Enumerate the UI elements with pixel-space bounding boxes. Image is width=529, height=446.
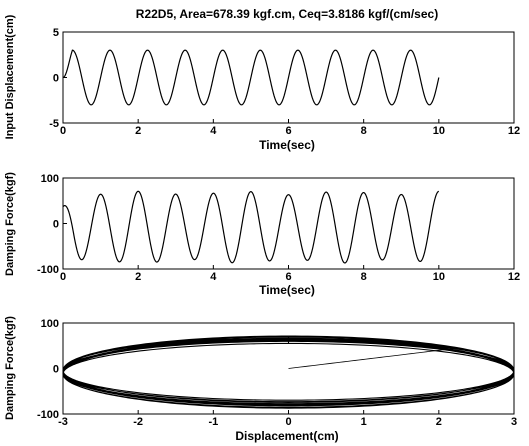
x-tick-label: 8 bbox=[361, 271, 367, 283]
y-tick-label: -100 bbox=[37, 409, 59, 421]
x-tick-label: 2 bbox=[135, 125, 141, 137]
y-tick-label: 0 bbox=[53, 219, 59, 231]
series-line bbox=[62, 190, 439, 264]
x-tick-label: 6 bbox=[285, 125, 291, 137]
initial-transient bbox=[288, 347, 456, 369]
y-tick-label: 5 bbox=[53, 27, 59, 39]
x-tick-label: -2 bbox=[133, 416, 143, 428]
x-tick-label: 6 bbox=[285, 271, 291, 283]
x-axis-label: Displacement(cm) bbox=[235, 429, 338, 443]
y-axis-label: Damping Force(kgf) bbox=[4, 316, 16, 420]
y-axis-label: Input Displacement(cm) bbox=[4, 14, 16, 139]
x-tick-label: 10 bbox=[433, 271, 445, 283]
hysteresis-loops bbox=[62, 335, 515, 409]
x-tick-label: 12 bbox=[508, 125, 520, 137]
x-tick-label: 10 bbox=[433, 125, 445, 137]
axis-ticks: -3 -2 -1 0 1 2 3 -100 0 100 bbox=[37, 318, 517, 428]
x-tick-label: 0 bbox=[60, 271, 66, 283]
x-tick-label: 3 bbox=[511, 416, 517, 428]
x-tick-label: 12 bbox=[508, 271, 520, 283]
y-tick-label: -100 bbox=[37, 264, 59, 276]
chart-title: R22D5, Area=678.39 kgf.cm, Ceq=3.8186 kg… bbox=[136, 7, 438, 21]
x-tick-label: -3 bbox=[58, 416, 68, 428]
x-tick-label: 4 bbox=[210, 271, 217, 283]
series-line bbox=[62, 49, 440, 106]
x-tick-label: 2 bbox=[135, 271, 141, 283]
x-tick-label: 2 bbox=[436, 416, 442, 428]
plot-area bbox=[62, 177, 515, 270]
x-tick-label: 0 bbox=[285, 416, 291, 428]
y-axis-label: Damping Force(kgf) bbox=[4, 172, 16, 276]
axis-ticks: 0 2 4 6 8 10 12-505 bbox=[49, 27, 520, 137]
y-tick-label: 100 bbox=[41, 318, 59, 330]
x-tick-label: -1 bbox=[208, 416, 218, 428]
x-tick-label: 8 bbox=[361, 125, 367, 137]
y-tick-label: 0 bbox=[53, 73, 59, 85]
y-tick-label: 100 bbox=[41, 173, 59, 185]
chart-hysteresis: -3 -2 -1 0 1 2 3 -100 0 100 Displacement(cm) Damp… bbox=[4, 316, 517, 443]
x-tick-label: 4 bbox=[210, 125, 217, 137]
x-axis-label: Time(sec) bbox=[259, 138, 315, 152]
y-tick-label: 0 bbox=[53, 364, 59, 376]
chart-input-displacement: R22D5, Area=678.39 kgf.cm, Ceq=3.8186 kg… bbox=[4, 7, 520, 152]
x-axis-label: Time(sec) bbox=[259, 283, 315, 297]
x-tick-label: 0 bbox=[60, 125, 66, 137]
y-tick-label: -5 bbox=[49, 118, 59, 130]
x-tick-label: 1 bbox=[361, 416, 367, 428]
